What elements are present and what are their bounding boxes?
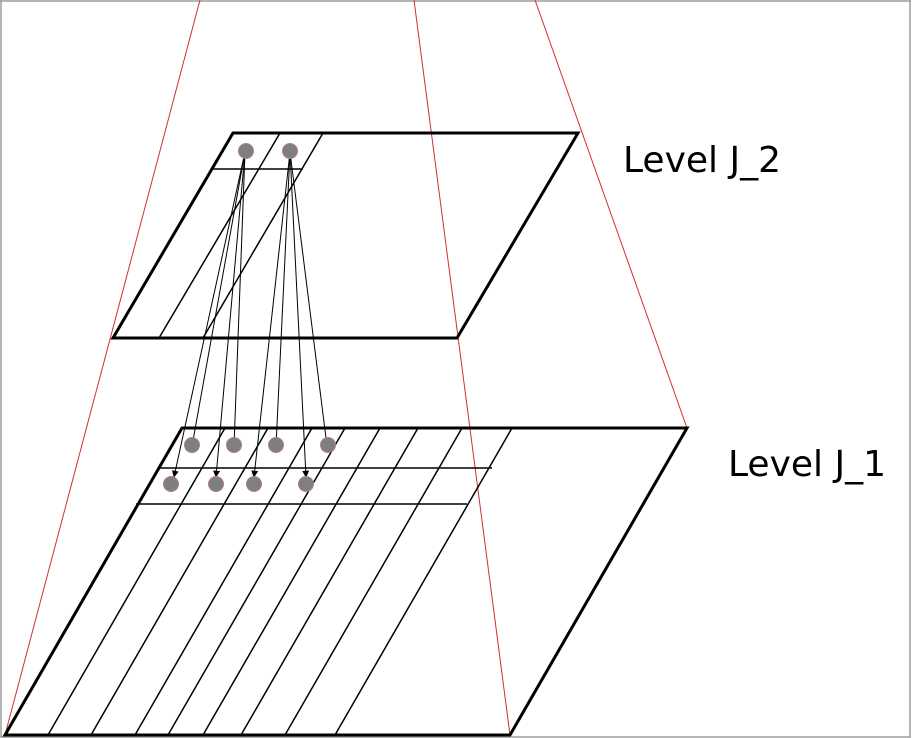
frustum-line-right bbox=[534, 0, 688, 429]
arrowhead-icon bbox=[251, 151, 291, 478]
node-j1-5 bbox=[163, 476, 179, 492]
node-j1-8 bbox=[298, 476, 314, 492]
plane-j2-outline bbox=[110, 131, 581, 340]
frustum-lines bbox=[4, 0, 688, 736]
arrowhead-icon bbox=[289, 151, 310, 478]
arrowhead-icon bbox=[272, 151, 291, 447]
arrowhead-icon bbox=[213, 151, 246, 478]
plane-j1-outline bbox=[2, 426, 690, 737]
refinement-arrows bbox=[171, 151, 330, 478]
plane-j1-grid-rows bbox=[136, 467, 492, 505]
plane-j2-grid-diagonals bbox=[158, 132, 324, 339]
node-j1-1 bbox=[184, 437, 200, 453]
plane-level-j1 bbox=[2, 426, 690, 737]
plane-j1-grid-diagonals bbox=[47, 427, 513, 736]
node-j1-3 bbox=[268, 437, 284, 453]
nodes-level-j1 bbox=[163, 437, 336, 492]
nodes-level-j2 bbox=[238, 143, 298, 159]
arrowhead-icon bbox=[171, 151, 246, 478]
arrowhead-icon bbox=[289, 151, 330, 447]
node-j1-4 bbox=[320, 437, 336, 453]
level-j1-label: Level J_1 bbox=[728, 444, 886, 485]
frustum-line-middle bbox=[413, 0, 511, 736]
node-j1-6 bbox=[208, 476, 224, 492]
level-j2-label: Level J_2 bbox=[623, 140, 781, 181]
arrowhead-icon bbox=[189, 151, 246, 447]
frustum-line-left bbox=[4, 0, 201, 736]
node-j1-7 bbox=[246, 476, 262, 492]
node-j1-2 bbox=[226, 437, 242, 453]
arrowhead-icon bbox=[230, 151, 246, 447]
node-j2-1 bbox=[238, 143, 254, 159]
plane-level-j2 bbox=[110, 131, 581, 340]
node-j2-2 bbox=[282, 143, 298, 159]
